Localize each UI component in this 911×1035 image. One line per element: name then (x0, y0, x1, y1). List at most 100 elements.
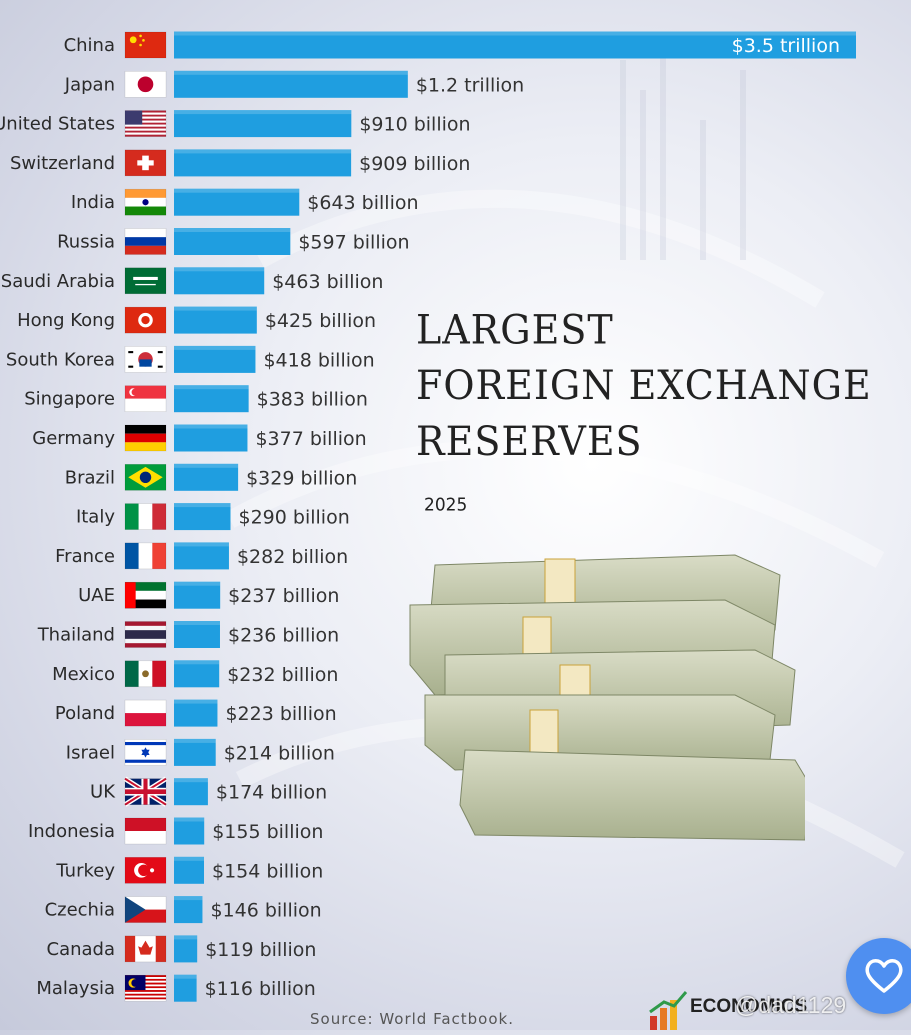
bar (174, 935, 198, 963)
value-label: $290 billion (239, 507, 350, 529)
israel-flag-icon (124, 739, 167, 766)
bar (174, 70, 408, 98)
value-label: $418 billion (263, 349, 374, 371)
value-label: $909 billion (359, 153, 470, 175)
singapore-flag-icon (124, 385, 167, 413)
bar-row-france: France $282 billion (55, 542, 348, 570)
bar-row-malaysia: Malaysia $116 billion (36, 974, 316, 1002)
bar (174, 424, 248, 452)
value-label: $463 billion (272, 271, 383, 293)
bar-chart-logo-icon (649, 991, 688, 1030)
thailand-flag-icon (124, 621, 167, 648)
value-label: $329 billion (246, 467, 357, 489)
bar (174, 778, 208, 806)
watermark: @dad1129 (735, 992, 847, 1018)
title-line-1: LARGEST (416, 306, 614, 353)
united-states-flag-icon (124, 110, 167, 137)
bar-row-uae: UAE $237 billion (78, 581, 339, 609)
bar (174, 110, 352, 138)
germany-flag-icon (124, 424, 167, 452)
title-year: 2025 (424, 494, 468, 516)
bar-highlight (174, 188, 300, 193)
france-flag-icon (124, 542, 167, 570)
country-label: Israel (66, 742, 115, 763)
country-label: South Korea (6, 349, 115, 370)
country-label: Russia (57, 232, 115, 253)
bar (174, 463, 239, 491)
bar-row-china: China $3.5 trillion (64, 31, 856, 59)
bar (174, 817, 205, 845)
country-label: Italy (76, 507, 115, 528)
uk-flag-icon (123, 776, 168, 807)
bar-row-brazil: Brazil $329 billion (65, 463, 357, 491)
bar-row-turkey: Turkey $154 billion (55, 856, 323, 884)
bar-row-israel: Israel $214 billion (66, 738, 335, 766)
value-label: $282 billion (237, 546, 348, 568)
value-label: $236 billion (228, 625, 339, 647)
indonesia-flag-icon (124, 817, 167, 845)
bar-highlight (174, 738, 216, 743)
bar-highlight (174, 542, 229, 547)
bar (174, 306, 257, 334)
bar (174, 738, 216, 766)
bar-row-india: India $643 billion (71, 188, 419, 216)
russia-flag-icon (124, 228, 167, 255)
value-label: $223 billion (225, 703, 336, 725)
bar-highlight (174, 856, 205, 861)
japan-flag-icon (124, 71, 167, 98)
value-label: $237 billion (228, 585, 339, 607)
source-note: Source: World Factbook. (310, 1010, 514, 1028)
bar-highlight (174, 70, 408, 75)
value-label: $910 billion (359, 114, 470, 136)
canada-flag-icon (124, 935, 167, 963)
country-label: United States (0, 114, 115, 135)
country-label: China (64, 35, 115, 56)
bar-highlight (174, 228, 291, 232)
value-label: $154 billion (212, 860, 323, 882)
country-label: Turkey (55, 860, 115, 881)
bar-row-uk: UK $174 billion (90, 776, 327, 807)
value-label: $597 billion (298, 232, 409, 254)
value-label: $425 billion (265, 310, 376, 332)
bar-highlight (174, 935, 198, 940)
poland-flag-icon (124, 699, 167, 727)
country-label: Poland (55, 703, 115, 724)
country-label: Malaysia (36, 978, 115, 999)
value-label: $116 billion (205, 978, 316, 1000)
bar-highlight (174, 345, 256, 350)
bar-row-italy: Italy $290 billion (76, 503, 350, 531)
bar-row-thailand: Thailand $236 billion (37, 621, 339, 648)
bar (174, 974, 197, 1002)
country-label: Singapore (24, 389, 115, 410)
bar-highlight (174, 31, 856, 36)
bar-highlight (174, 581, 221, 586)
bar (174, 188, 300, 216)
bar-row-germany: Germany $377 billion (32, 424, 367, 452)
bar-row-canada: Canada $119 billion (47, 935, 316, 963)
country-label: Japan (64, 74, 115, 95)
saudi-arabia-flag-icon (124, 267, 167, 295)
bar (174, 503, 231, 531)
bar-row-hong-kong: Hong Kong $425 billion (17, 306, 376, 334)
country-label: Canada (47, 939, 116, 960)
bar-highlight (174, 503, 231, 508)
heart-icon (865, 959, 903, 993)
italy-flag-icon (124, 503, 167, 530)
country-label: Czechia (45, 900, 115, 921)
turkey-flag-icon (124, 856, 167, 884)
czechia-flag-icon (124, 896, 167, 923)
bar-highlight (174, 896, 203, 901)
bar (174, 660, 220, 688)
bar (174, 542, 229, 570)
value-label: $643 billion (307, 192, 418, 214)
bar-row-russia: Russia $597 billion (57, 228, 410, 255)
bar-row-japan: Japan $1.2 trillion (64, 70, 524, 98)
bar-highlight (174, 424, 248, 429)
bar (174, 856, 205, 884)
like-button[interactable] (846, 938, 911, 1014)
bar (174, 896, 203, 924)
bar-row-singapore: Singapore $383 billion (24, 385, 368, 413)
country-label: Hong Kong (17, 310, 115, 331)
south-korea-flag-icon (124, 346, 167, 373)
country-label: Mexico (52, 664, 115, 685)
